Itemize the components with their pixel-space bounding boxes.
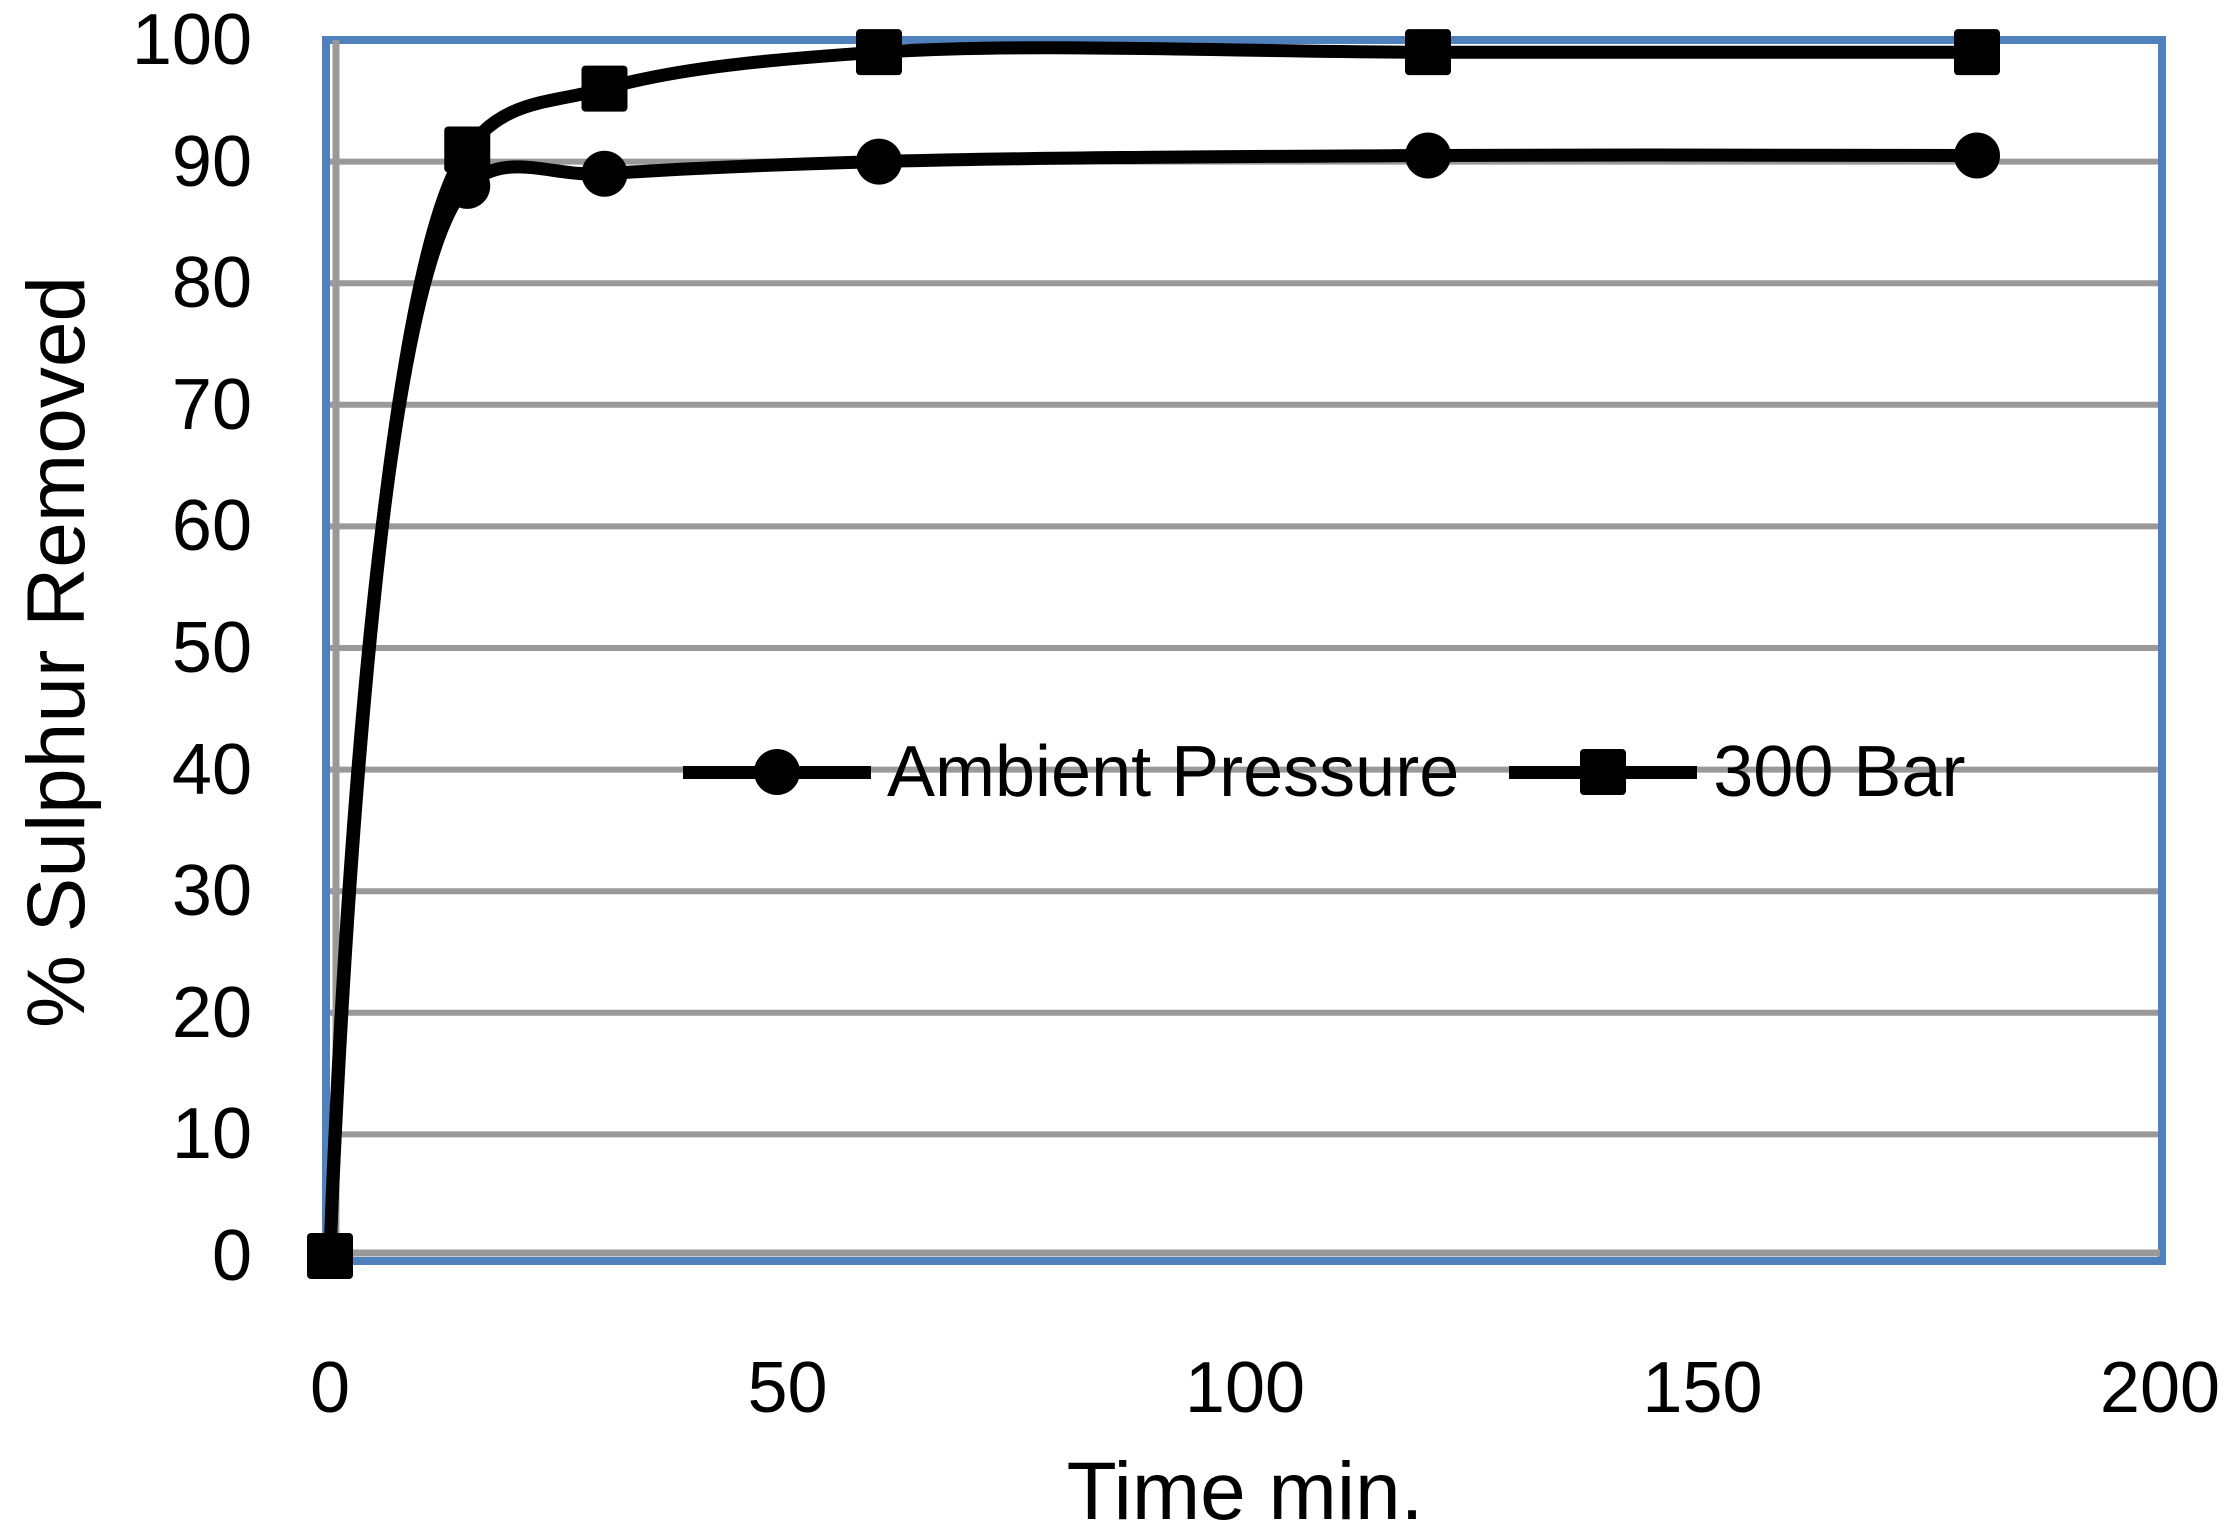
y-tick-label-70: 70 — [171, 364, 252, 445]
x-tick-label-100: 100 — [1184, 1348, 1306, 1428]
y-tick-label-90: 90 — [171, 121, 252, 202]
data-point-square — [444, 126, 491, 173]
y-tick-label-20: 20 — [171, 972, 252, 1053]
data-point-circle — [581, 150, 628, 197]
x-tick-label-200: 200 — [2099, 1348, 2221, 1428]
legend-line-sample — [683, 749, 871, 795]
data-point-circle — [856, 138, 902, 185]
y-tick-label-80: 80 — [171, 243, 252, 324]
data-point-square — [856, 29, 902, 76]
legend-line-sample — [1509, 749, 1698, 795]
data-point-circle — [1405, 132, 1451, 179]
square-marker-icon — [1580, 749, 1627, 795]
y-tick-label-100: 100 — [131, 0, 252, 80]
y-tick-label-50: 50 — [171, 608, 252, 688]
legend-item-ambient-pressure: Ambient Pressure — [683, 736, 1459, 808]
x-tick-label-0: 0 — [309, 1348, 351, 1428]
y-tick-label-0: 0 — [211, 1216, 252, 1296]
legend-label: Ambient Pressure — [887, 732, 1460, 812]
y-tick-label-30: 30 — [171, 851, 252, 932]
data-point-square — [307, 1233, 353, 1279]
x-axis-title: Time min. — [1066, 1446, 1424, 1537]
data-point-circle — [444, 162, 491, 209]
data-point-square — [581, 65, 628, 112]
circle-marker-icon — [754, 749, 800, 795]
series-line-300-bar — [323, 41, 1984, 1263]
data-point-circle — [1954, 132, 2000, 179]
y-tick-label-60: 60 — [171, 486, 252, 567]
series-line-ambient-pressure — [323, 148, 1984, 1263]
y-tick-label-40: 40 — [171, 729, 252, 810]
legend-item-300-bar: 300 Bar — [1509, 736, 1965, 808]
legend: Ambient Pressure 300 Bar — [683, 736, 1965, 808]
y-tick-label-10: 10 — [171, 1094, 252, 1175]
x-tick-label-150: 150 — [1642, 1348, 1763, 1428]
x-tick-label-50: 50 — [747, 1348, 828, 1428]
plot-border — [322, 36, 2166, 1265]
legend-label: 300 Bar — [1713, 732, 1966, 812]
data-point-square — [1954, 29, 2000, 76]
data-point-square — [1405, 29, 1451, 76]
